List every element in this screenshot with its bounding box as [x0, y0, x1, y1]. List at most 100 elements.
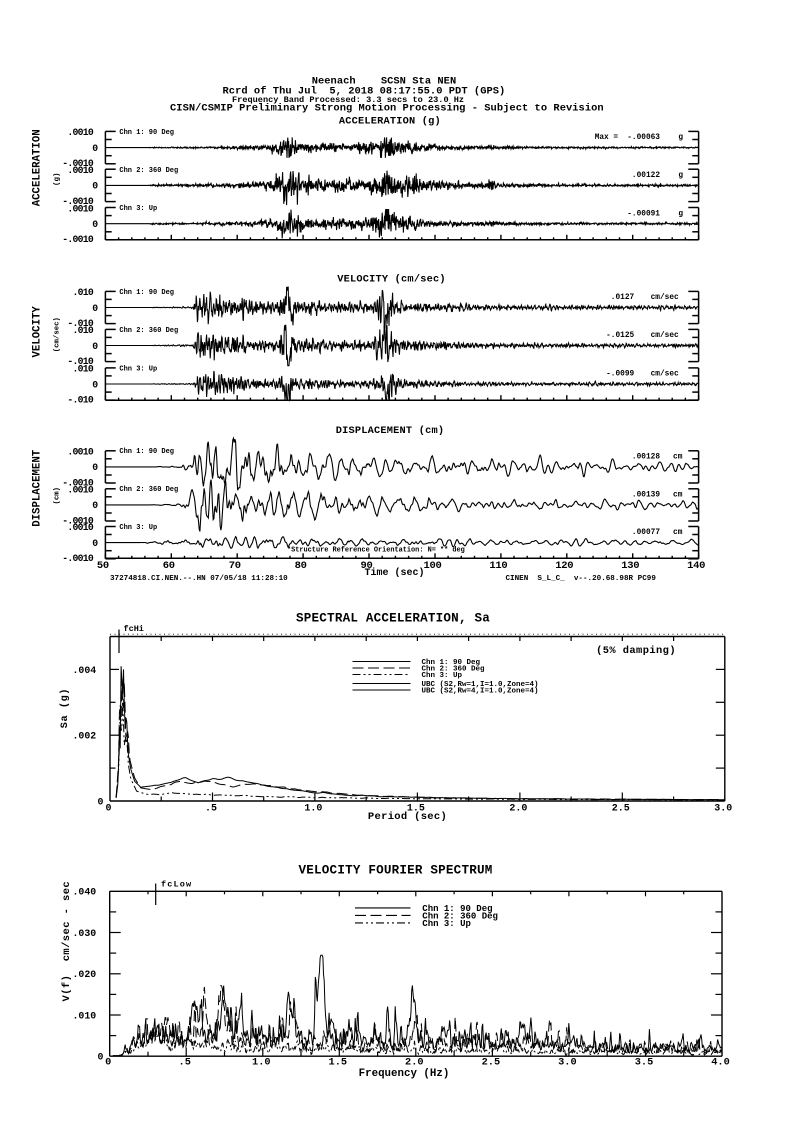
svg-text:.020: .020 [72, 969, 96, 980]
svg-text:110: 110 [489, 560, 507, 572]
svg-text:100: 100 [423, 560, 441, 572]
svg-text:V(f) cm/sec - sec: V(f) cm/sec - sec [61, 881, 73, 1002]
svg-text:0: 0 [92, 303, 98, 314]
svg-text:VELOCITY: VELOCITY [32, 306, 44, 358]
svg-text:.010: .010 [72, 325, 93, 336]
svg-text:DISPLACEMENT: DISPLACEMENT [32, 449, 44, 527]
svg-text:(cm): (cm) [54, 487, 62, 505]
svg-text:Chn 2: 360 Deg: Chn 2: 360 Deg [119, 167, 178, 175]
svg-text:cm/sec: cm/sec [651, 294, 679, 302]
svg-text:CINEN S_L_C_ v--.20.68.98R P: CINEN S_L_C_ v--.20.68.98R PC99 [506, 575, 657, 583]
svg-text:Frequency Band Processed: 3.3: Frequency Band Processed: 3.3 secs to 23… [232, 95, 464, 105]
svg-text:70: 70 [229, 560, 241, 572]
svg-text:1.5: 1.5 [407, 804, 425, 815]
svg-text:.0010: .0010 [67, 447, 94, 458]
svg-text:Chn 1: 90 Deg: Chn 1: 90 Deg [119, 289, 174, 297]
svg-text:-.0010: -.0010 [62, 515, 94, 526]
svg-text:0: 0 [92, 379, 98, 390]
svg-text:-.00063: -.00063 [627, 134, 660, 142]
svg-text:.040: .040 [72, 887, 96, 898]
svg-text:DISPLACEMENT (cm): DISPLACEMENT (cm) [336, 425, 444, 437]
svg-text:140: 140 [687, 560, 705, 572]
svg-text:Chn 3: Up: Chn 3: Up [422, 919, 471, 929]
svg-text:cm/sec: cm/sec [651, 332, 679, 340]
svg-text:.0010: .0010 [67, 165, 94, 176]
svg-text:VELOCITY FOURIER SPECTRUM: VELOCITY FOURIER SPECTRUM [299, 864, 493, 878]
svg-text:fcHi: fcHi [124, 624, 144, 634]
svg-text:0: 0 [97, 1052, 103, 1063]
svg-text:SPECTRAL ACCELERATION, Sa: SPECTRAL ACCELERATION, Sa [296, 612, 490, 626]
svg-text:Frequency (Hz): Frequency (Hz) [359, 1068, 450, 1080]
svg-text:Time (sec): Time (sec) [364, 567, 424, 579]
svg-text:Rcrd of Thu Jul 5, 2018 08:17: Rcrd of Thu Jul 5, 2018 08:17:55.0 PDT (… [223, 86, 506, 98]
svg-text:-.0010: -.0010 [62, 158, 94, 169]
svg-text:.010: .010 [72, 287, 93, 298]
svg-text:-.0010: -.0010 [62, 553, 94, 564]
svg-text:(5% damping): (5% damping) [596, 645, 676, 657]
svg-text:.00077: .00077 [632, 529, 660, 537]
svg-text:UBC (S2,Rw=4,I=1.0,Zone=4): UBC (S2,Rw=4,I=1.0,Zone=4) [422, 688, 539, 696]
svg-text:.004: .004 [72, 665, 96, 676]
svg-text:UBC (S2,Rw=1,I=1.0,Zone=4): UBC (S2,Rw=1,I=1.0,Zone=4) [422, 681, 539, 689]
svg-text:Chn 3: Up: Chn 3: Up [422, 672, 463, 680]
svg-text:0: 0 [105, 1057, 111, 1069]
svg-text:.5: .5 [179, 1057, 191, 1069]
svg-text:.010: .010 [72, 364, 93, 375]
svg-text:.0010: .0010 [67, 127, 94, 138]
svg-text:-.0010: -.0010 [62, 196, 94, 207]
svg-text:0: 0 [105, 804, 111, 815]
svg-text:37274818.CI.NEN.--.HN 07/05/18: 37274818.CI.NEN.--.HN 07/05/18 11:28:10 [110, 575, 288, 583]
svg-text:Chn 2: 360 Deg: Chn 2: 360 Deg [119, 486, 178, 494]
svg-text:g: g [678, 134, 683, 142]
svg-text:0: 0 [92, 538, 98, 549]
svg-text:Neenach SCSN Sta NEN: Neenach SCSN Sta NEN [312, 76, 457, 88]
svg-text:.5: .5 [205, 804, 217, 815]
svg-text:130: 130 [621, 560, 639, 572]
svg-text:1.0: 1.0 [252, 1057, 271, 1069]
svg-text:g: g [678, 172, 683, 180]
svg-text:120: 120 [555, 560, 573, 572]
svg-text:2.5: 2.5 [482, 1057, 501, 1069]
svg-text:.0010: .0010 [67, 485, 94, 496]
svg-text:90: 90 [360, 560, 372, 572]
svg-text:Sa (g): Sa (g) [59, 688, 71, 728]
svg-text:.00139: .00139 [632, 492, 660, 500]
svg-text:0: 0 [97, 796, 103, 807]
svg-text:VELOCITY (cm/sec): VELOCITY (cm/sec) [337, 274, 445, 286]
svg-text:-.0125: -.0125 [606, 332, 634, 340]
svg-text:2.5: 2.5 [612, 804, 630, 815]
svg-text:3.5: 3.5 [635, 1057, 654, 1069]
svg-text:.0127: .0127 [611, 294, 635, 302]
svg-text:0: 0 [92, 219, 98, 230]
svg-text:3.0: 3.0 [714, 804, 732, 815]
svg-text:0: 0 [92, 143, 98, 154]
svg-text:0: 0 [92, 462, 98, 473]
svg-text:cm: cm [673, 454, 683, 462]
svg-text:*Structure Reference Orientati: *Structure Reference Orientation: N= ** … [287, 547, 465, 555]
svg-text:.0010: .0010 [67, 203, 94, 214]
svg-text:Chn 2: 360 Deg: Chn 2: 360 Deg [422, 666, 486, 674]
svg-text:Chn 2: 360 Deg: Chn 2: 360 Deg [422, 911, 498, 921]
svg-text:.010: .010 [72, 1010, 96, 1021]
svg-text:-.0010: -.0010 [62, 234, 94, 245]
svg-text:60: 60 [163, 560, 175, 572]
svg-text:(g): (g) [54, 172, 62, 186]
svg-text:-.00091: -.00091 [627, 210, 660, 218]
svg-text:Chn 3: Up: Chn 3: Up [119, 524, 157, 532]
svg-text:-.010: -.010 [67, 356, 94, 367]
svg-text:.00128: .00128 [632, 454, 660, 462]
svg-text:Chn 1: 90 Deg: Chn 1: 90 Deg [119, 129, 174, 137]
svg-text:Chn 1: 90 Deg: Chn 1: 90 Deg [422, 659, 481, 667]
svg-text:-.0010: -.0010 [62, 477, 94, 488]
svg-text:(cm/sec): (cm/sec) [54, 317, 62, 352]
svg-text:-.010: -.010 [67, 318, 94, 329]
svg-text:ACCELERATION: ACCELERATION [32, 129, 44, 206]
svg-text:fcLow: fcLow [161, 880, 192, 890]
svg-text:3.0: 3.0 [558, 1057, 577, 1069]
svg-text:Chn 3: Up: Chn 3: Up [119, 205, 157, 213]
svg-text:Max =: Max = [595, 134, 619, 142]
svg-text:0: 0 [92, 341, 98, 352]
svg-text:4.0: 4.0 [711, 1057, 730, 1069]
svg-text:.0010: .0010 [67, 522, 94, 533]
svg-text:Chn 2: 360 Deg: Chn 2: 360 Deg [119, 327, 178, 335]
